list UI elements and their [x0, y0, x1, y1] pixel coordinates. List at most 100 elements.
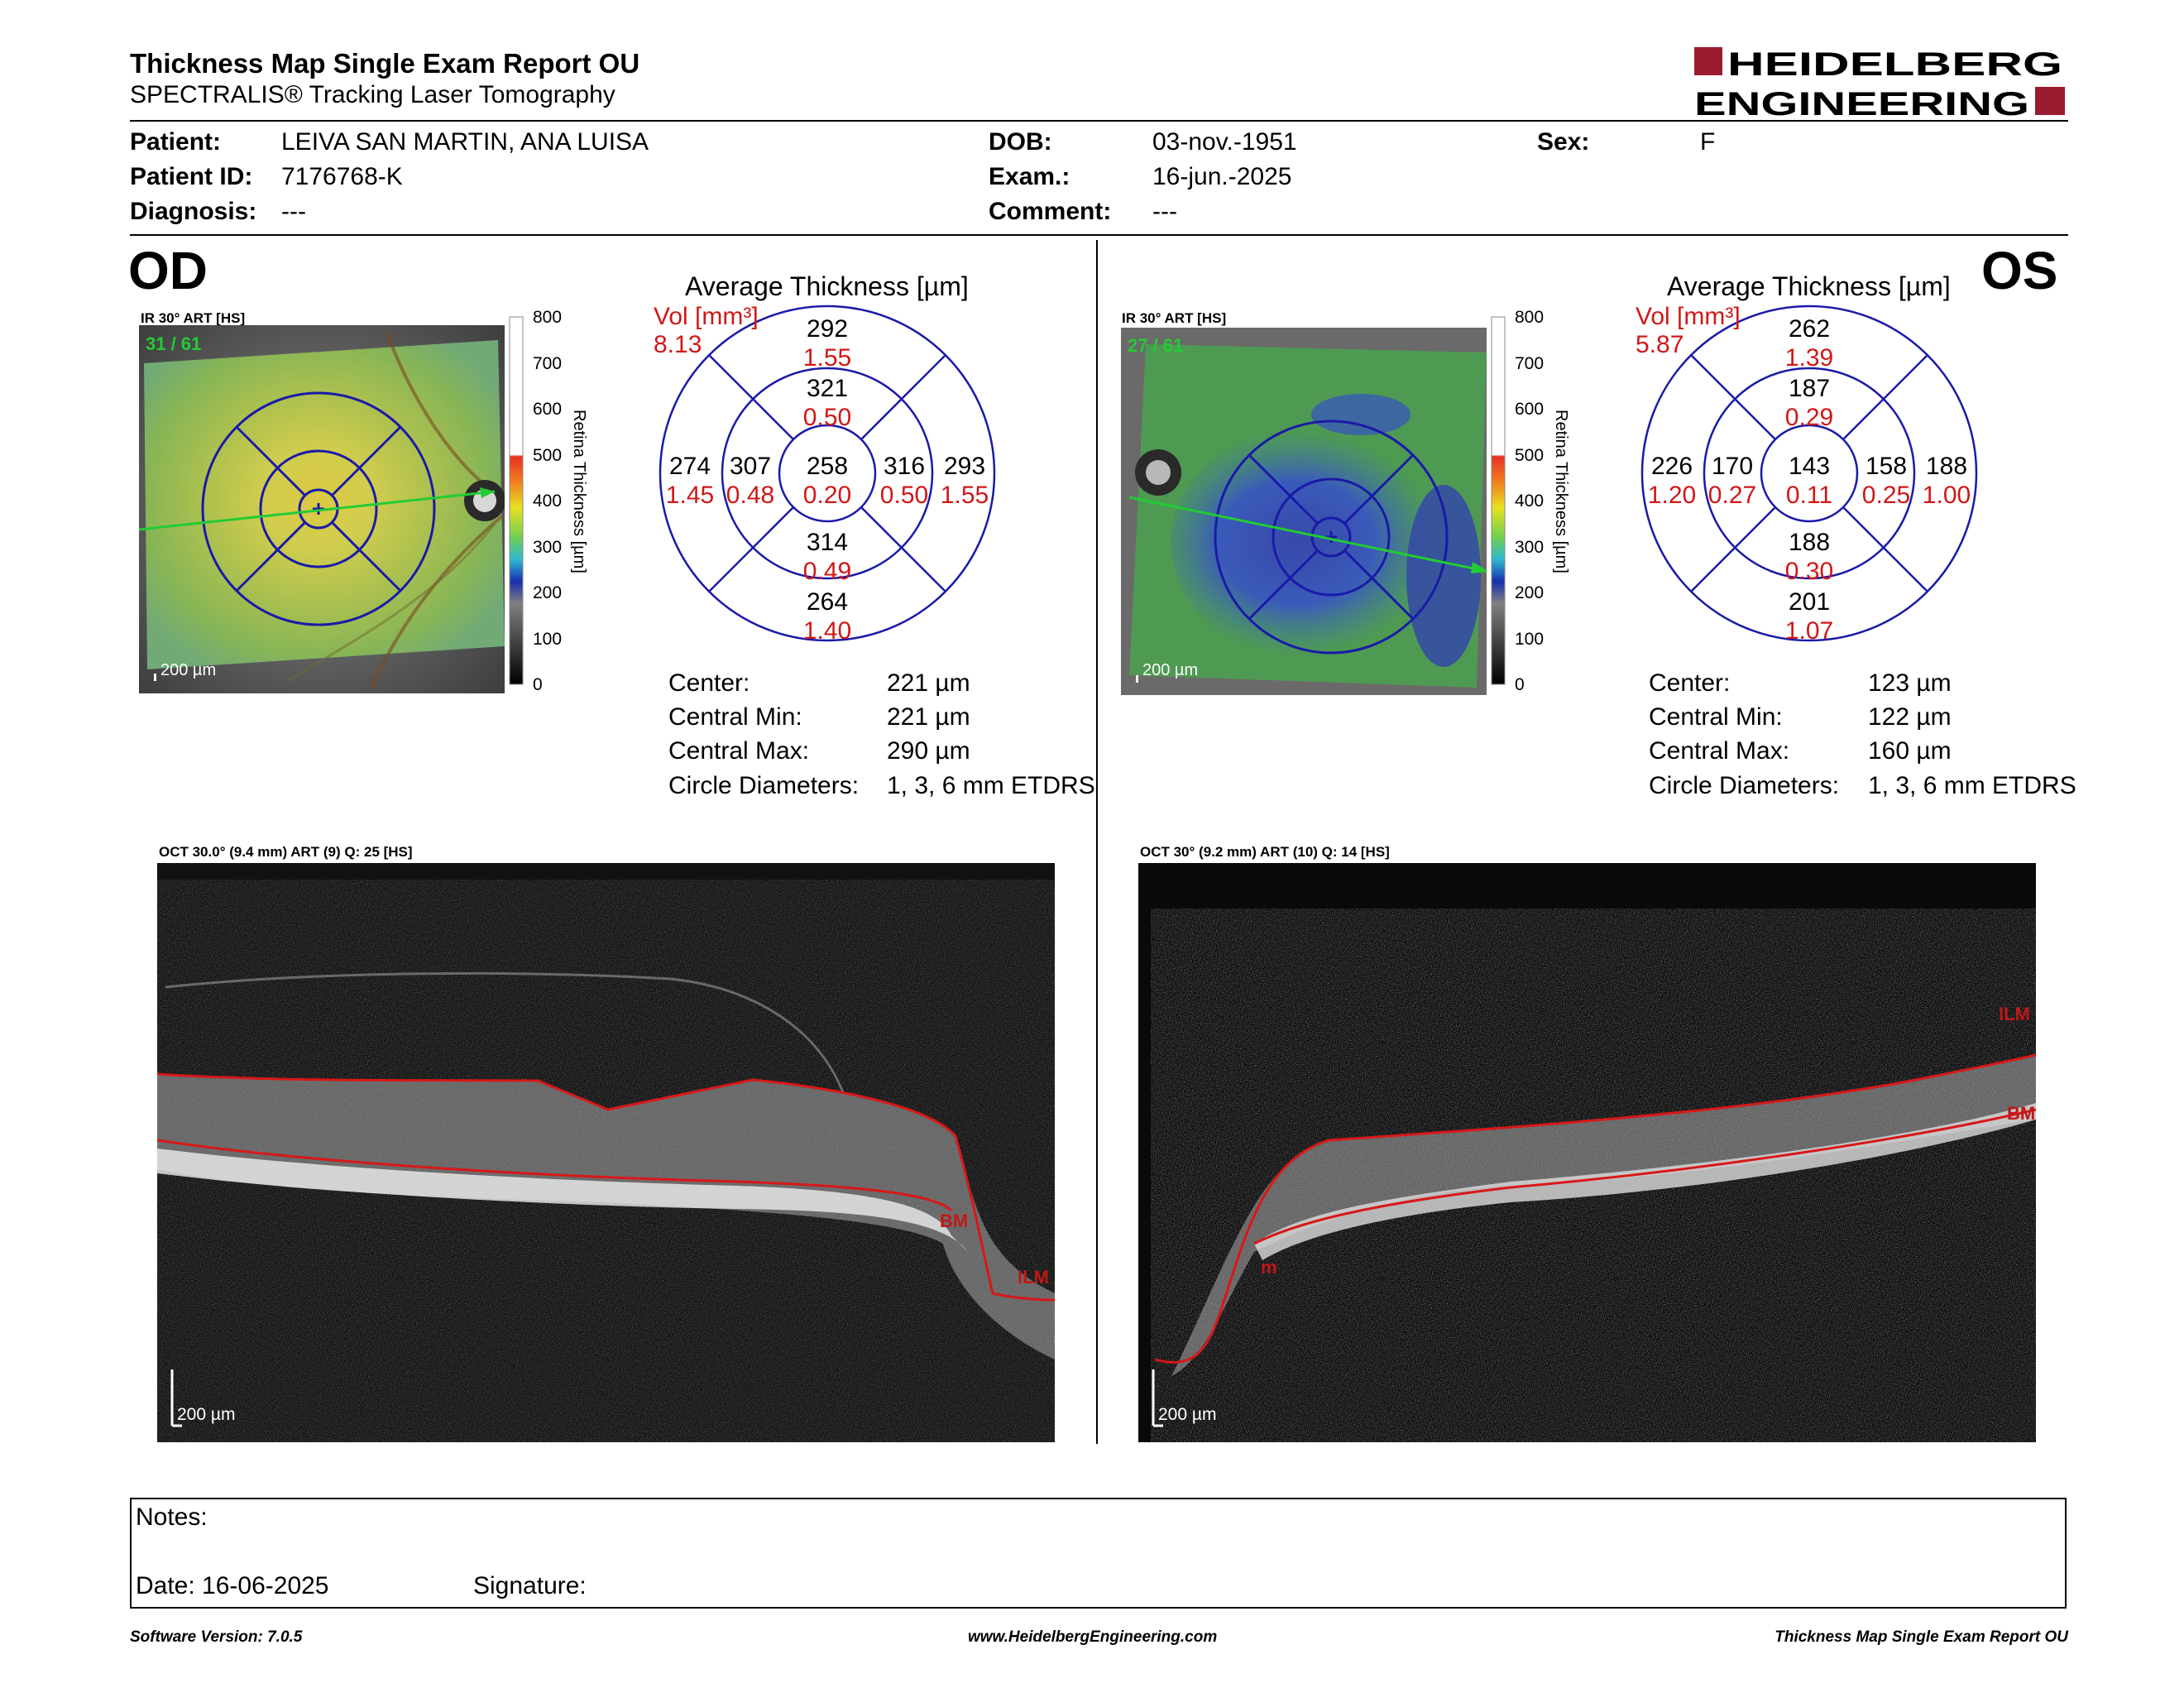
os-outer-nas-thk: 188: [1926, 453, 1967, 480]
od-scale-bar: 200 µm: [160, 661, 216, 679]
os-outer-inf-thk: 201: [1789, 588, 1830, 616]
os-scale-tick-300: 300: [1515, 538, 1544, 557]
od-grid-outer: [659, 305, 996, 642]
os-ilm-label: ILM: [1999, 1004, 2030, 1024]
od-inner-sup-thk: 321: [807, 375, 848, 402]
os-scan-line: [1128, 496, 1487, 573]
signature-label: Signature:: [473, 1572, 587, 1599]
od-etdrs-spoke: [235, 520, 307, 592]
od-inner-temp-thk: 307: [730, 453, 771, 480]
od-outer-temp-vol: 1.45: [666, 482, 714, 509]
od-scale-tick: [154, 674, 156, 681]
os-scale-bar-fill: [1491, 316, 1506, 685]
os-inner-inf-vol: 0.30: [1785, 558, 1833, 585]
patient-id-label: Patient ID:: [130, 163, 253, 190]
od-ilm-label: ILM: [1018, 1267, 1049, 1288]
od-inner-nas-thk: 316: [884, 453, 925, 480]
notes-date: Date: 16-06-2025: [136, 1572, 329, 1599]
os-outer-sup-vol: 1.39: [1785, 344, 1833, 372]
od-vol-label: Vol [mm³]: [654, 303, 759, 330]
od-grid-inner: [721, 367, 934, 580]
diagnosis-label: Diagnosis:: [130, 198, 257, 225]
od-stat-min-label: Central Min:: [668, 703, 802, 731]
os-bm-label: BM: [2007, 1103, 2035, 1124]
od-thickness-map: 31 / 61 200 µm: [139, 325, 505, 693]
od-scale-tick-100: 100: [533, 630, 562, 649]
od-grid-center: [778, 424, 877, 523]
header-rule: [130, 120, 2068, 122]
od-oct-bscan: BM ILM 200 µm: [157, 863, 1055, 1442]
os-color-scale: 800 700 600 500 400 300 200 100 0 Retina…: [1491, 310, 1570, 694]
od-grid-spoke: [708, 354, 794, 440]
logo-line1: HEIDELBERG: [1727, 46, 2062, 83]
od-scale-bar-fill: [509, 316, 524, 685]
od-scale-tick-200: 200: [533, 583, 562, 602]
os-scan-arrow: [1471, 562, 1487, 573]
report-subtitle: SPECTRALIS® Tracking Laser Tomography: [130, 81, 615, 108]
comment-value: ---: [1152, 198, 1177, 225]
od-scale-tick-500: 500: [533, 446, 562, 465]
od-stat-diam-value: 1, 3, 6 mm ETDRS: [887, 772, 1095, 799]
os-outer-nas-vol: 1.00: [1923, 482, 1971, 509]
os-m-label: m: [1261, 1257, 1277, 1278]
os-eye-label: OS: [1981, 241, 2058, 300]
footer-website: www.HeidelbergEngineering.com: [968, 1628, 1218, 1646]
os-outer-temp-vol: 1.20: [1648, 482, 1696, 509]
os-scale-tick-100: 100: [1515, 630, 1544, 649]
os-outer-temp-thk: 226: [1651, 453, 1693, 480]
os-vol-total: 5.87: [1636, 331, 1684, 358]
od-outer-sup-thk: 292: [807, 315, 848, 343]
od-optic-disc: [473, 489, 496, 512]
os-stat-diam-value: 1, 3, 6 mm ETDRS: [1868, 772, 2076, 799]
notes-label: Notes:: [136, 1503, 208, 1531]
os-scale-tick-600: 600: [1515, 400, 1544, 419]
os-scale-tick-800: 800: [1515, 310, 1544, 327]
od-etdrs-outer-ring: [201, 391, 436, 626]
os-grid-outer: [1640, 305, 1978, 642]
od-scale-axis-label: Retina Thickness [µm]: [570, 410, 588, 573]
od-stat-max-value: 290 µm: [887, 737, 970, 765]
os-grid-center: [1760, 424, 1859, 523]
logo-square-bottom: [2035, 87, 2065, 115]
os-grid-spoke: [1690, 506, 1776, 592]
os-etdrs-spoke: [1343, 453, 1415, 525]
od-frame-count: 31 / 61: [146, 333, 201, 354]
os-stat-min-label: Central Min:: [1649, 703, 1783, 731]
report-title: Thickness Map Single Exam Report OU: [130, 48, 640, 79]
od-inner-temp-vol: 0.48: [726, 482, 774, 509]
od-stat-max-label: Central Max:: [668, 737, 810, 765]
od-vessel: [287, 523, 496, 683]
footer-software-version: Software Version: 7.0.5: [130, 1628, 303, 1646]
os-inner-temp-vol: 0.27: [1708, 482, 1756, 509]
os-etdrs-spoke: [1248, 453, 1320, 525]
od-stat-diam-label: Circle Diameters:: [668, 772, 860, 799]
os-oct-title: OCT 30° (9.2 mm) ART (10) Q: 14 [HS]: [1140, 844, 1390, 860]
od-scale-tick-700: 700: [533, 354, 562, 373]
od-vitreous-line: [165, 971, 845, 1096]
od-outer-inf-vol: 1.40: [803, 617, 851, 645]
os-retina-band: [1171, 1055, 2036, 1376]
od-etdrs-inner-ring: [259, 449, 378, 568]
os-etdrs-grid: 262 1.39 187 0.29 226 1.20 170 0.27 143 …: [1636, 303, 1978, 645]
exam-date: 16-jun.-2025: [1152, 163, 1292, 190]
os-vol-label: Vol [mm³]: [1636, 303, 1741, 330]
od-scale-tick-600: 600: [533, 400, 562, 419]
os-thin-region: [1311, 394, 1410, 435]
logo-line2: ENGINEERING: [1694, 86, 2029, 118]
od-oct-scale: 200 µm: [177, 1405, 235, 1424]
od-scale-tick-400: 400: [533, 492, 562, 511]
os-stat-diam-label: Circle Diameters:: [1649, 772, 1840, 799]
dob-label: DOB:: [989, 128, 1052, 156]
os-stat-max-value: 160 µm: [1868, 737, 1952, 765]
os-frame-count: 27 / 61: [1128, 335, 1183, 356]
os-inner-nas-thk: 158: [1866, 453, 1907, 480]
od-bm-label: BM: [940, 1211, 968, 1231]
od-retina-band: [157, 1074, 1055, 1360]
os-avg-title: Average Thickness [µm]: [1667, 271, 1951, 301]
os-scale-tick: [1136, 675, 1138, 683]
od-outer-inf-thk: 264: [807, 588, 848, 616]
os-thin-region: [1171, 419, 1485, 667]
os-grid-spoke: [1690, 354, 1776, 440]
os-rpe-band: [1254, 1103, 2036, 1260]
notes-box[interactable]: [130, 1498, 2067, 1609]
